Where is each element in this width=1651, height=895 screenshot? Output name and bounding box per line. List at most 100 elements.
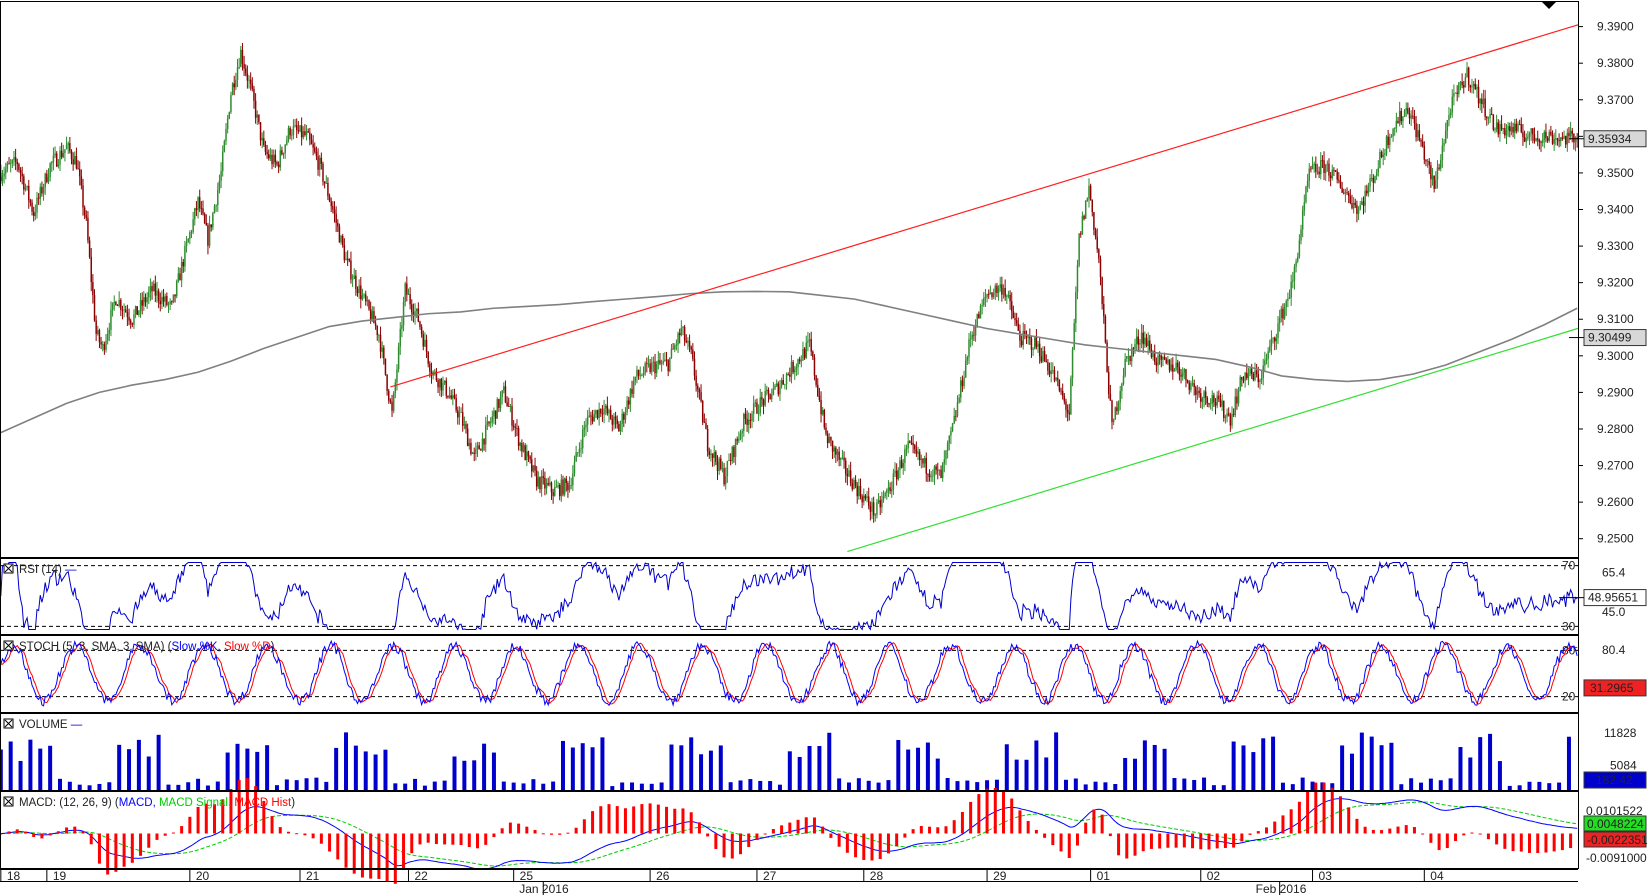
candle-body bbox=[706, 428, 709, 452]
volume-bar bbox=[344, 732, 349, 790]
price-tick-label: 9.2600 bbox=[1597, 495, 1634, 509]
candle-body bbox=[1449, 112, 1452, 116]
candle-body bbox=[1114, 407, 1117, 420]
candle-body bbox=[1084, 200, 1087, 219]
volume-bar bbox=[699, 754, 704, 790]
candle-body bbox=[264, 144, 267, 152]
candle-body bbox=[565, 478, 568, 483]
volume-bar bbox=[324, 781, 329, 790]
candle-body bbox=[1081, 215, 1084, 235]
candle-body bbox=[682, 326, 684, 328]
candle-body bbox=[570, 485, 572, 486]
macd-hist-bar bbox=[402, 833, 406, 870]
macd-hist-bar bbox=[426, 833, 430, 843]
macd-hist-bar bbox=[262, 800, 266, 834]
candle-body bbox=[1254, 370, 1256, 380]
candle-body bbox=[1331, 169, 1333, 179]
candle-body bbox=[1221, 400, 1223, 407]
candle-body bbox=[1188, 382, 1190, 390]
candle-body bbox=[678, 333, 681, 336]
candle-body bbox=[39, 186, 42, 199]
chart-scroll-marker-icon[interactable] bbox=[1542, 2, 1556, 9]
candle-body bbox=[1425, 159, 1427, 162]
candle-body bbox=[1476, 86, 1478, 89]
candle-body bbox=[383, 347, 385, 359]
candle-body bbox=[1244, 372, 1246, 381]
candle-body bbox=[116, 304, 119, 306]
candle-body bbox=[14, 157, 17, 162]
candle-body bbox=[3, 173, 5, 177]
volume-bar bbox=[442, 780, 447, 790]
candle-body bbox=[363, 294, 365, 296]
candle-body bbox=[218, 180, 221, 190]
candle-body bbox=[34, 212, 37, 216]
x-tick-label: 28 bbox=[870, 869, 884, 883]
candle-body bbox=[761, 397, 763, 400]
macd-hist-bar bbox=[1002, 791, 1006, 834]
candle-body bbox=[1456, 92, 1458, 95]
volume-bar bbox=[57, 778, 62, 790]
candle-body bbox=[958, 397, 960, 403]
candle-body bbox=[187, 238, 189, 243]
volume-bar bbox=[0, 749, 3, 790]
macd-hist-bar bbox=[1075, 833, 1079, 846]
volume-bar bbox=[531, 779, 536, 790]
volume-bar bbox=[679, 745, 684, 790]
candle-body bbox=[1453, 93, 1455, 97]
macd-hist-bar bbox=[147, 833, 151, 848]
candle-body bbox=[810, 339, 812, 352]
candle-body bbox=[705, 422, 707, 429]
candle-body bbox=[711, 453, 714, 458]
candle-body bbox=[542, 476, 544, 478]
candle-body bbox=[693, 358, 696, 376]
macd-hist-bar bbox=[919, 825, 923, 834]
candle-body bbox=[736, 439, 738, 441]
macd-hist-current-label: -0.0022351 bbox=[1587, 833, 1648, 847]
macd-hist-bar bbox=[32, 833, 36, 837]
volume-bar bbox=[1172, 778, 1177, 790]
candle-body bbox=[1196, 390, 1199, 395]
candle-body bbox=[312, 144, 314, 148]
candle-body bbox=[756, 402, 758, 414]
resistance-trendline[interactable] bbox=[390, 24, 1579, 388]
candle-body bbox=[1561, 137, 1564, 139]
volume-bar bbox=[511, 782, 516, 790]
legend-entry: — bbox=[62, 564, 77, 576]
candle-body bbox=[1423, 146, 1426, 160]
macd-hist-bar bbox=[558, 833, 562, 835]
candle-body bbox=[379, 334, 382, 352]
candle-body bbox=[1543, 131, 1546, 140]
candle-body bbox=[475, 448, 477, 454]
macd-hist-bar bbox=[1569, 833, 1573, 849]
candle-body bbox=[775, 383, 778, 386]
candle-body bbox=[55, 153, 58, 167]
volume-bar bbox=[1182, 778, 1187, 790]
candle-body bbox=[1078, 233, 1080, 266]
price-tick-label: 9.3500 bbox=[1597, 166, 1634, 180]
macd-hist-bar bbox=[245, 778, 249, 834]
volume-bar bbox=[1389, 742, 1394, 790]
rsi-panel[interactable]: 70 30 65.4 45.048.95651 RSI (14) — bbox=[0, 559, 1647, 634]
price-panel[interactable]: 9.39009.38009.37009.36009.35009.34009.33… bbox=[0, 2, 1647, 553]
candle-body bbox=[430, 371, 433, 376]
candle-body bbox=[1486, 116, 1488, 119]
candle-body bbox=[634, 376, 637, 382]
price-tick-label: 9.3800 bbox=[1597, 56, 1634, 70]
candle-body bbox=[1553, 139, 1555, 144]
macd-hist-bar bbox=[1273, 821, 1277, 834]
candle-body bbox=[984, 296, 987, 299]
volume-bar bbox=[28, 739, 33, 790]
candle-body bbox=[404, 283, 406, 303]
candle-body bbox=[558, 485, 561, 497]
candle-body bbox=[1338, 179, 1340, 181]
candle-body bbox=[1550, 131, 1552, 135]
candle-body bbox=[42, 187, 45, 194]
macd-hist-bar bbox=[188, 816, 192, 834]
macd-hist-bar bbox=[23, 831, 27, 834]
macd-panel[interactable]: 0.0101522 -0.0091000 0.0048224 -0.0022351 MA… bbox=[0, 778, 1648, 884]
support-trendline[interactable] bbox=[847, 327, 1579, 553]
macd-hist-bar bbox=[755, 833, 759, 840]
